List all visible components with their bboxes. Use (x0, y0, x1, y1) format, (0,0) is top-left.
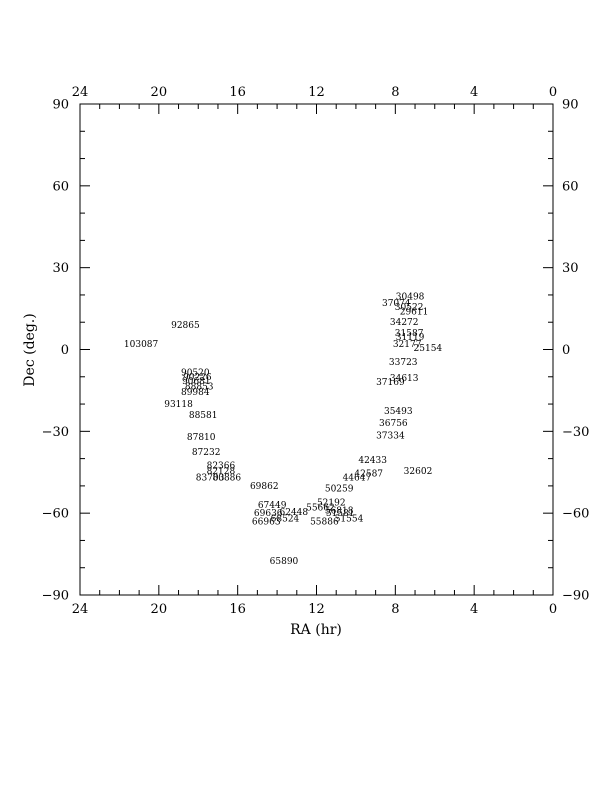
data-point-label: 50259 (325, 485, 354, 495)
y-axis-title: Dec (deg.) (22, 313, 38, 386)
data-point-label: 88581 (189, 411, 218, 421)
data-point-label: 32177 (393, 340, 422, 350)
data-point-label: 62448 (280, 508, 309, 518)
x-tick-label-top: 4 (470, 85, 478, 100)
y-tick-label-left: −90 (42, 589, 69, 604)
data-point-label: 52192 (317, 498, 346, 508)
y-tick-label-left: 90 (52, 98, 69, 113)
data-point-label: 56818 (325, 506, 354, 516)
data-point-label: 34272 (390, 318, 419, 328)
data-point-label: 51554 (335, 515, 364, 525)
data-point-label: 90226 (183, 373, 212, 383)
data-point-label: 89984 (181, 388, 210, 398)
y-tick-label-right: −60 (562, 507, 589, 522)
data-point-label: 69636 (254, 509, 283, 519)
data-point-label: 34613 (390, 374, 419, 384)
data-point-label: 88853 (185, 382, 214, 392)
data-point-label: 82366 (207, 461, 236, 471)
data-point-label: 103087 (124, 340, 159, 350)
data-point-label: 55662 (306, 504, 335, 514)
data-point-label: 82128 (207, 467, 236, 477)
data-point-label: 66963 (252, 517, 281, 527)
y-tick-label-left: 60 (52, 179, 69, 194)
x-tick-label-bottom: 16 (229, 602, 246, 617)
x-tick-label-bottom: 12 (308, 602, 325, 617)
x-tick-label-bottom: 0 (549, 602, 557, 617)
data-point-label: 83703 (196, 474, 225, 484)
data-point-label: 90681 (182, 377, 211, 387)
y-tick-label-right: 0 (562, 343, 570, 358)
x-tick-label-top: 20 (151, 85, 168, 100)
data-point-label: 37169 (376, 378, 405, 388)
x-tick-label-bottom: 8 (391, 602, 399, 617)
data-point-label: 44647 (343, 474, 372, 484)
data-point-label: 65890 (270, 557, 299, 567)
x-tick-label-bottom: 20 (151, 602, 168, 617)
data-point-label: 30498 (396, 292, 425, 302)
data-point-label: 33723 (389, 358, 418, 368)
x-tick-label-top: 8 (391, 85, 399, 100)
data-point-label: 25154 (414, 344, 443, 354)
y-tick-label-right: −30 (562, 425, 589, 440)
data-point-label: 36756 (379, 419, 408, 429)
y-tick-label-right: −90 (562, 589, 589, 604)
y-tick-label-right: 90 (562, 98, 579, 113)
data-point-label: 31587 (395, 329, 424, 339)
x-tick-label-top: 24 (72, 85, 89, 100)
data-point-label: 30522 (395, 303, 424, 313)
y-tick-label-right: 30 (562, 261, 579, 276)
data-point-label: 29611 (400, 307, 429, 317)
y-tick-label-left: 0 (61, 343, 69, 358)
data-point-label: 67449 (258, 501, 287, 511)
data-point-label: 68524 (271, 515, 300, 525)
data-point-label: 42587 (354, 470, 383, 480)
data-point-label: 31119 (396, 333, 425, 343)
data-point-label: 42433 (358, 456, 387, 466)
data-point-label: 87232 (192, 448, 221, 458)
y-tick-label-right: 60 (562, 179, 579, 194)
data-point-label: 37334 (376, 431, 405, 441)
x-tick-label-top: 0 (549, 85, 557, 100)
data-point-label: 51581 (326, 509, 355, 519)
data-point-labels: 3049837074305222961134272315873111932177… (124, 292, 443, 567)
axis-tick-labels: 24 24 20 20 16 16 12 12 8 8 4 4 0 0 −90 −90 −60 −60 −30 −30… (42, 85, 590, 617)
data-point-label: 32602 (404, 467, 433, 477)
data-point-label: 55886 (310, 517, 339, 527)
data-point-label: 92865 (171, 321, 200, 331)
x-tick-label-bottom: 24 (72, 602, 89, 617)
data-point-label: 35493 (384, 407, 413, 417)
x-tick-label-top: 12 (308, 85, 325, 100)
y-tick-label-left: 30 (52, 261, 69, 276)
data-point-label: 80886 (213, 474, 242, 484)
data-point-label: 37074 (382, 299, 411, 309)
data-point-label: 90520 (181, 369, 210, 379)
data-point-label: 69862 (250, 482, 279, 492)
data-point-label: 93118 (164, 400, 193, 410)
x-tick-label-top: 16 (229, 85, 246, 100)
data-point-label: 87810 (187, 433, 216, 443)
x-tick-label-bottom: 4 (470, 602, 478, 617)
y-tick-label-left: −30 (42, 425, 69, 440)
axis-ticks (79, 103, 554, 596)
x-axis-title: RA (hr) (290, 622, 342, 638)
y-tick-label-left: −60 (42, 507, 69, 522)
